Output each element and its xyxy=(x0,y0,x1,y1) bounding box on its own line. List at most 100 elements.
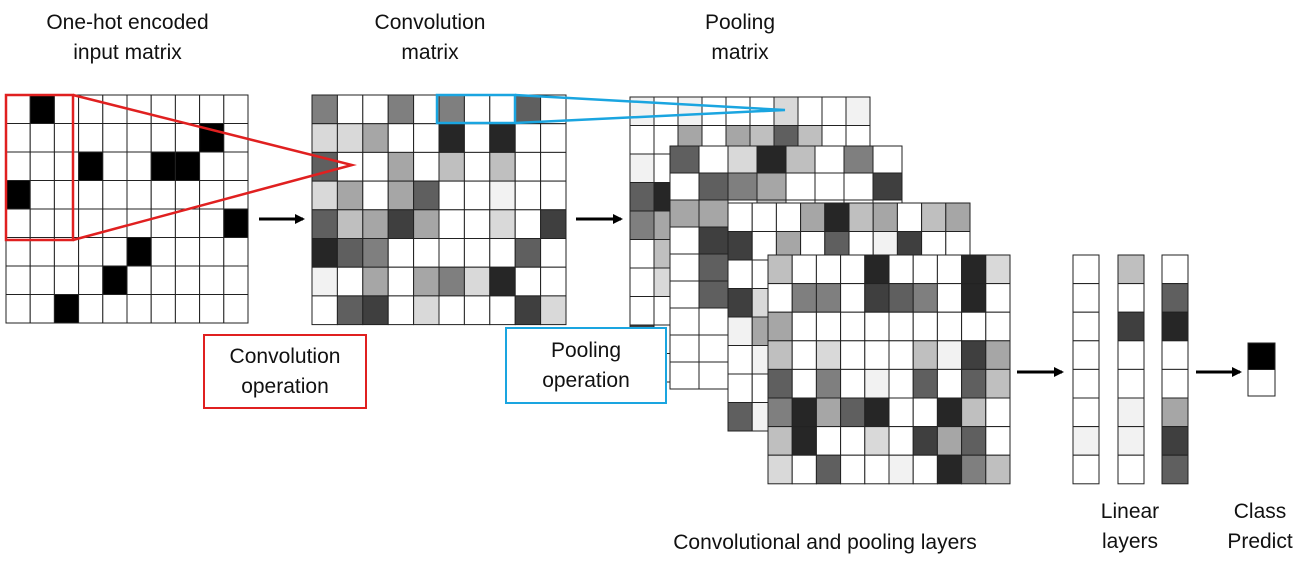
matrix-cell xyxy=(362,180,389,211)
pooling-matrix-stack xyxy=(629,96,1011,485)
linear-layer-3 xyxy=(1161,254,1189,485)
matrix-cell xyxy=(698,334,729,363)
matrix-cell xyxy=(912,254,938,285)
matrix-cell xyxy=(985,283,1011,313)
matrix-cell xyxy=(413,123,440,153)
matrix-cell xyxy=(727,145,758,174)
matrix-cell xyxy=(797,96,823,126)
matrix-cell xyxy=(864,454,890,485)
matrix-cell xyxy=(387,209,415,240)
matrix-cell xyxy=(791,254,817,285)
matrix-cell xyxy=(669,226,700,255)
matrix-cell xyxy=(1072,454,1100,485)
matrix-cell xyxy=(5,294,31,324)
matrix-cell xyxy=(791,311,817,342)
matrix-cell xyxy=(514,295,542,326)
matrix-cell xyxy=(888,397,914,428)
matrix-cell xyxy=(815,311,842,342)
matrix-cell xyxy=(362,94,389,125)
matrix-cell xyxy=(767,426,793,456)
matrix-cell xyxy=(698,145,729,174)
matrix-cell xyxy=(751,202,777,232)
matrix-cell xyxy=(1117,368,1145,399)
matrix-cell xyxy=(540,295,567,326)
matrix-cell xyxy=(514,94,542,125)
matrix-cell xyxy=(985,340,1011,370)
matrix-cell xyxy=(840,340,866,370)
matrix-cell xyxy=(413,209,440,240)
matrix-cell xyxy=(150,237,176,267)
matrix-cell xyxy=(53,180,80,210)
matrix-cell xyxy=(102,265,128,295)
matrix-cell xyxy=(311,209,338,240)
pooling-operation-box: Pooling operation xyxy=(505,327,667,404)
matrix-cell xyxy=(912,368,938,399)
matrix-cell xyxy=(489,266,516,297)
matrix-cell xyxy=(912,426,938,456)
matrix-cell xyxy=(1117,283,1145,313)
matrix-cell xyxy=(1072,254,1100,285)
matrix-cell xyxy=(199,94,225,124)
matrix-cell xyxy=(840,368,866,399)
matrix-cell xyxy=(961,311,987,342)
matrix-cell xyxy=(848,202,874,232)
matrix-cell xyxy=(936,254,963,285)
class-predict-output xyxy=(1247,342,1276,397)
matrix-cell xyxy=(78,180,104,210)
matrix-cell xyxy=(814,145,845,174)
matrix-cell xyxy=(311,94,338,125)
matrix-cell xyxy=(102,151,128,181)
matrix-cell xyxy=(413,295,440,326)
matrix-cell xyxy=(126,265,152,295)
matrix-cell xyxy=(698,199,729,228)
matrix-cell xyxy=(53,94,80,124)
convolution-projection xyxy=(72,93,357,242)
matrix-cell xyxy=(872,172,903,201)
matrix-cell xyxy=(362,123,389,153)
matrix-cell xyxy=(936,397,963,428)
matrix-cell xyxy=(785,172,816,201)
matrix-cell xyxy=(1117,454,1145,485)
matrix-cell xyxy=(864,254,890,285)
matrix-cell xyxy=(413,94,440,125)
matrix-cell xyxy=(961,283,987,313)
matrix-cell xyxy=(912,283,938,313)
matrix-cell xyxy=(29,208,55,238)
matrix-cell xyxy=(126,237,152,267)
matrix-cell xyxy=(756,145,787,174)
matrix-cell xyxy=(888,368,914,399)
matrix-cell xyxy=(872,202,898,232)
matrix-cell xyxy=(767,397,793,428)
matrix-cell xyxy=(936,283,963,313)
matrix-cell xyxy=(336,209,364,240)
matrix-cell xyxy=(1117,311,1145,342)
matrix-cell xyxy=(174,294,201,324)
matrix-cell xyxy=(840,254,866,285)
matrix-cell xyxy=(53,294,80,324)
matrix-cell xyxy=(800,202,826,232)
linear-layer-1 xyxy=(1072,254,1100,485)
matrix-cell xyxy=(727,345,753,375)
matrix-cell xyxy=(5,208,31,238)
matrix-cell xyxy=(29,294,55,324)
matrix-cell xyxy=(936,340,963,370)
matrix-cell xyxy=(669,253,700,282)
matrix-cell xyxy=(174,94,201,124)
convolution-window xyxy=(4,93,75,242)
matrix-cell xyxy=(815,254,842,285)
matrix-cell xyxy=(727,259,753,289)
matrix-cell xyxy=(888,254,914,285)
matrix-cell xyxy=(362,151,389,182)
flow-arrows xyxy=(259,214,1242,377)
matrix-cell xyxy=(438,295,465,326)
matrix-cell xyxy=(78,237,104,267)
matrix-cell xyxy=(1161,340,1189,370)
input-matrix xyxy=(5,94,249,324)
matrix-cell xyxy=(888,340,914,370)
matrix-cell xyxy=(540,123,567,153)
matrix-cell xyxy=(199,151,225,181)
matrix-cell xyxy=(463,123,491,153)
matrix-cell xyxy=(767,340,793,370)
matrix-cell xyxy=(311,180,338,211)
matrix-cell xyxy=(1072,397,1100,428)
